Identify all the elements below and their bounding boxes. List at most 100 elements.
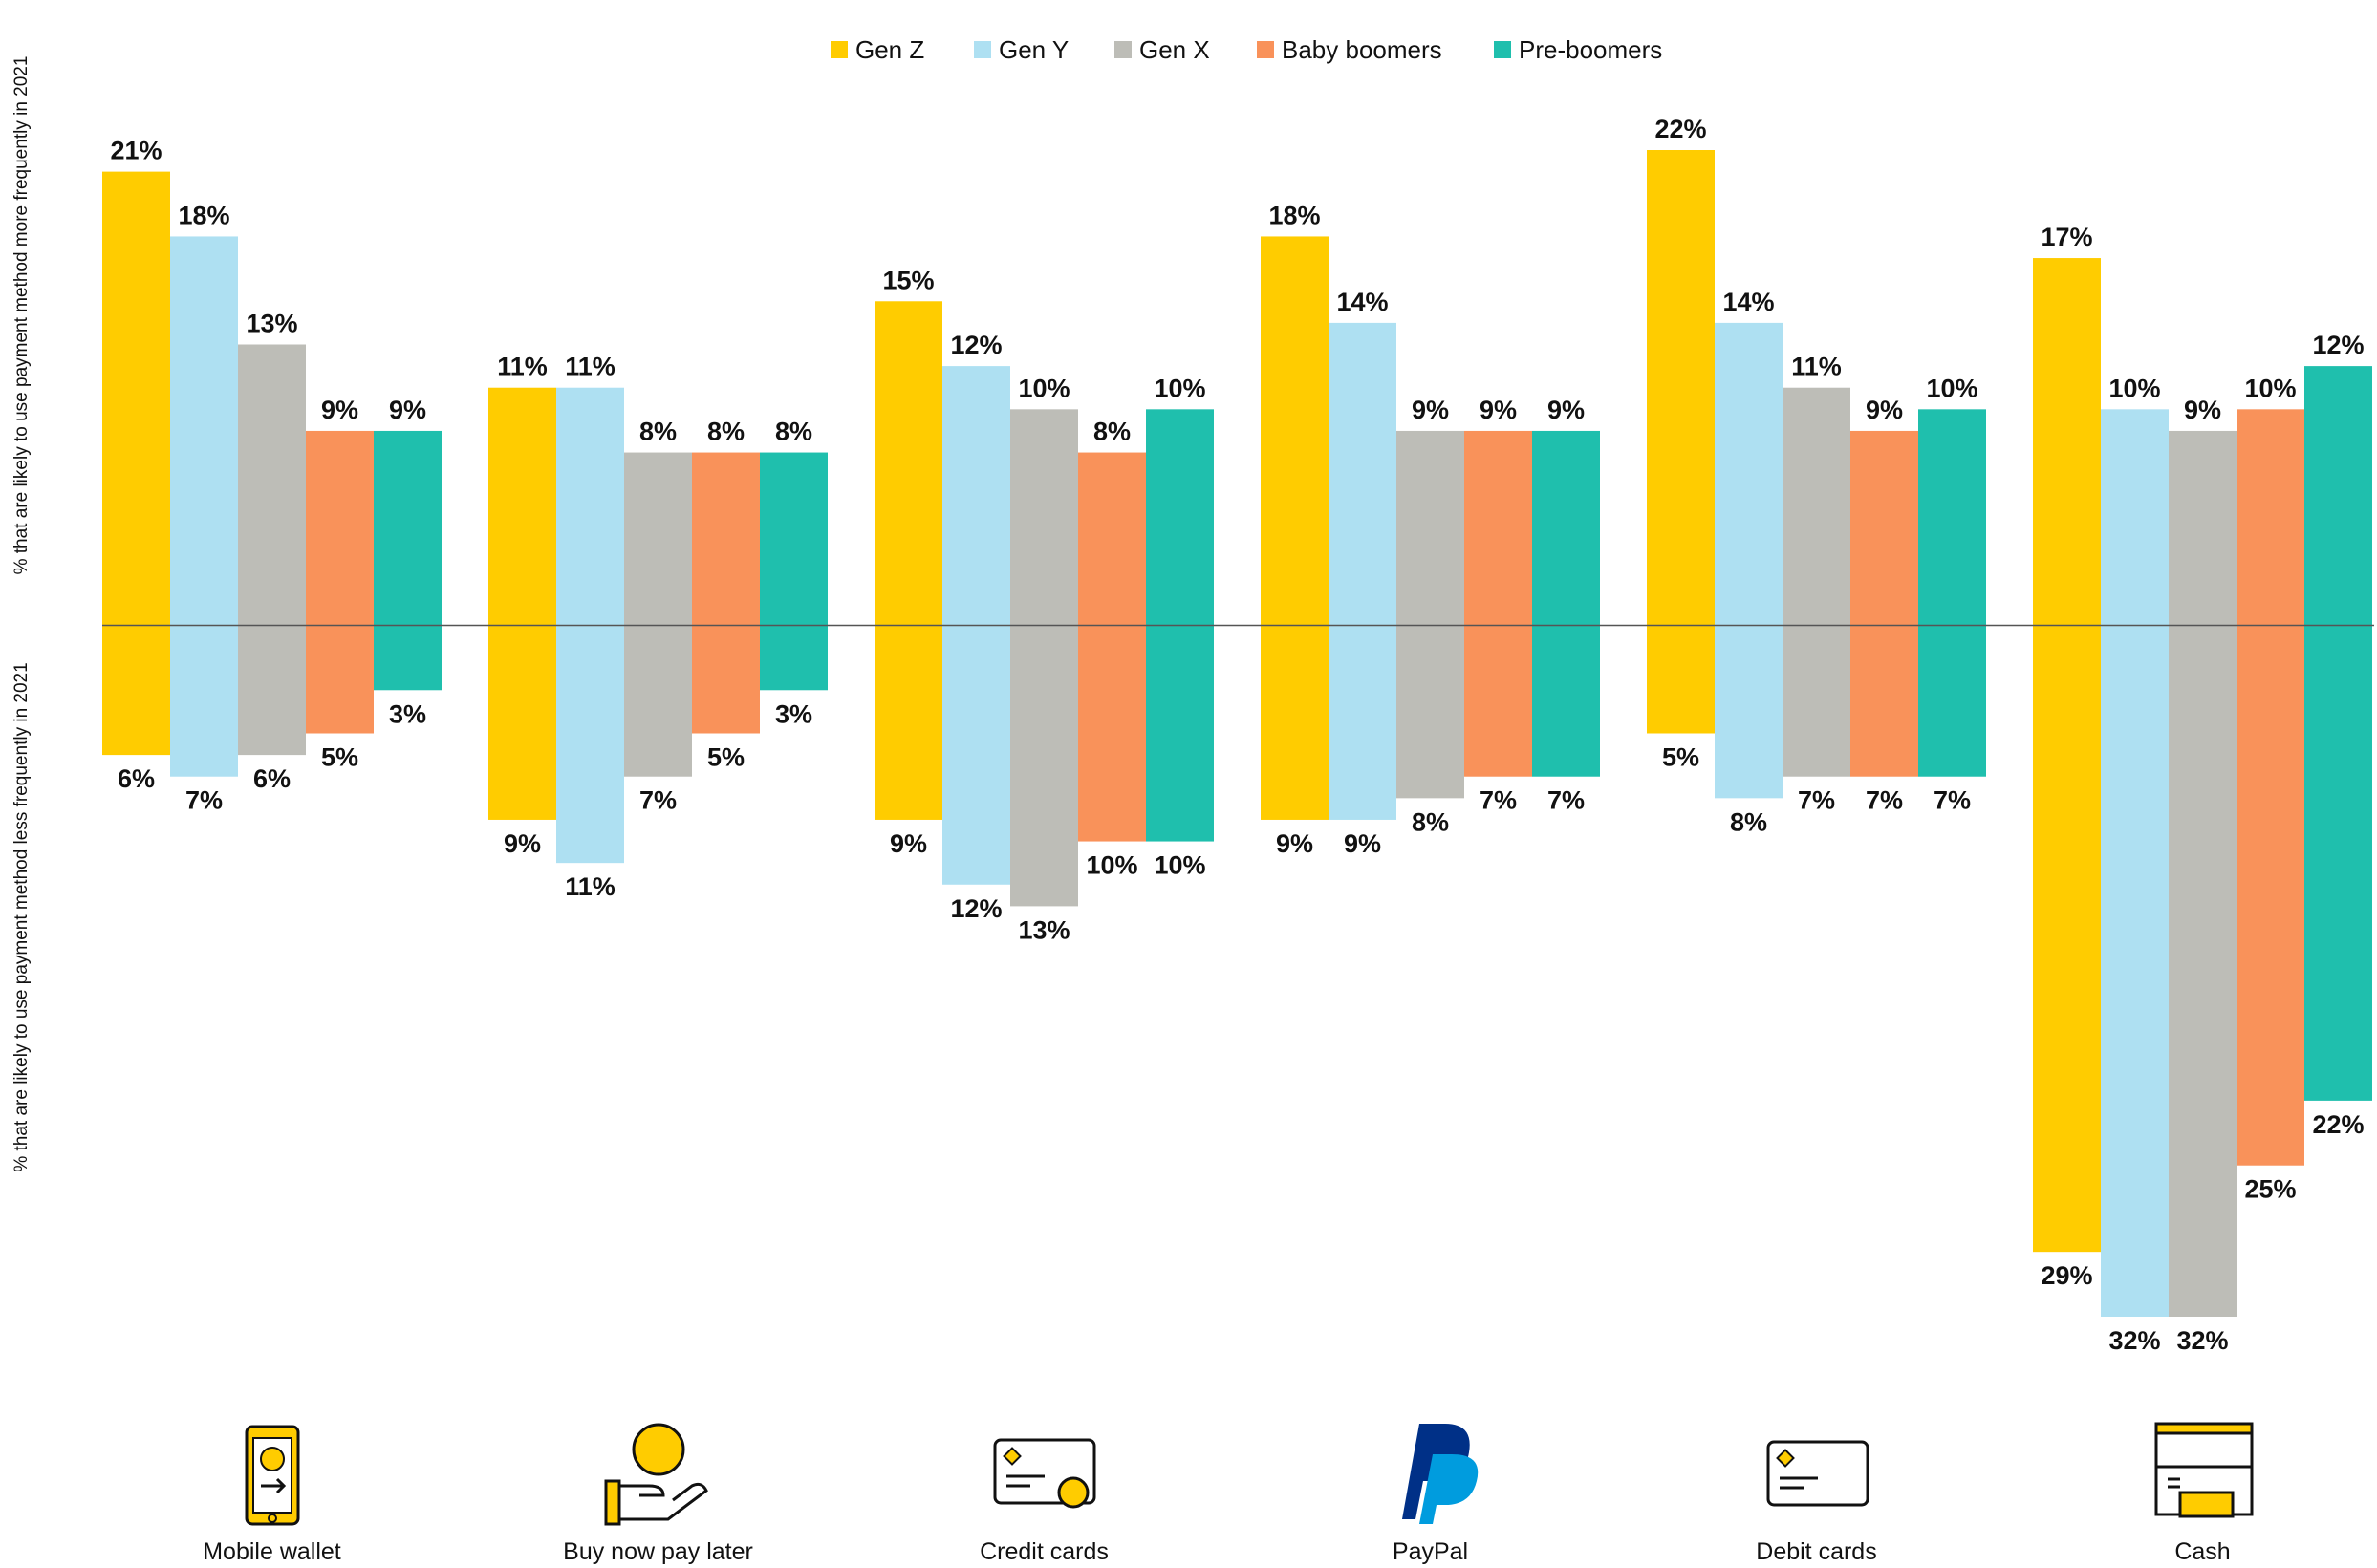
value-label: 15% [882,266,934,294]
legend-swatch [1257,41,1274,58]
bar-less [1918,625,1986,777]
bar-more [306,430,374,626]
bar-less [170,625,238,777]
value-label: 18% [1268,201,1320,229]
bar-more [2101,409,2169,626]
value-label: 7% [639,786,677,815]
value-label: 17% [2041,223,2092,251]
value-label: 13% [246,310,297,338]
legend-swatch [974,41,991,58]
value-label: 10% [1926,374,1977,402]
category-label: PayPal [1393,1538,1468,1565]
value-label: 3% [389,699,426,728]
value-label: 22% [1654,115,1706,143]
value-label: 12% [950,331,1002,359]
y-label-less: % that are likely to use payment method … [11,662,32,1171]
bar-more [1918,409,1986,626]
bar-less [1146,625,1214,842]
value-label: 9% [504,829,541,858]
legend-swatch [1494,41,1511,58]
bar-less [1715,625,1783,799]
bar-more [1850,430,1918,626]
icon-cash [2154,1422,2254,1518]
bar-more [1010,409,1078,626]
bar-less [692,625,760,734]
value-label: 10% [1154,851,1205,880]
value-label: 9% [1412,396,1449,424]
value-label: 8% [1093,418,1131,446]
value-label: 8% [707,418,745,446]
icon-mobile-wallet [245,1425,300,1526]
bar-more [875,301,942,626]
value-label: 18% [178,201,229,229]
value-label: 9% [890,829,927,858]
legend-label: Gen X [1139,35,1210,64]
legend-label: Gen Z [855,35,924,64]
value-label: 6% [253,764,291,793]
bar-more [238,344,306,626]
value-label: 32% [2108,1326,2160,1355]
bar-less [238,625,306,756]
bar-more [2033,258,2101,626]
icons [245,1422,2254,1526]
value-label: 11% [1791,353,1842,381]
category-label: Mobile wallet [203,1538,341,1565]
value-label: 9% [1547,396,1585,424]
bar-more [2169,430,2237,626]
value-label: 7% [185,786,223,815]
value-label: 9% [1866,396,1903,424]
bar-less [1464,625,1532,777]
bar-more [1647,150,1715,626]
bar-less [1329,625,1396,820]
value-label: 9% [389,396,426,424]
value-label: 7% [1866,786,1903,815]
value-label: 9% [321,396,358,424]
bar-more [556,387,624,626]
bar-less [102,625,170,756]
legend-label: Gen Y [999,35,1069,64]
bar-more [1464,430,1532,626]
bar-more [1715,322,1783,626]
value-label: 13% [1018,915,1070,944]
bar-less [760,625,828,691]
legend-swatch [831,41,848,58]
bar-more [942,366,1010,626]
bar-more [488,387,556,626]
bar-more [374,430,442,626]
icon-paypal [1402,1424,1479,1524]
bar-more [1396,430,1464,626]
value-label: 25% [2244,1175,2296,1204]
icon-debit-card [1766,1440,1869,1507]
value-label: 10% [1154,374,1205,402]
value-label: 9% [1480,396,1517,424]
bar-more [1783,387,1850,626]
bar-less [2101,625,2169,1317]
bar-more [1532,430,1600,626]
bar-more [2304,366,2372,626]
bar-less [2033,625,2101,1253]
value-label: 8% [1730,807,1767,836]
bar-less [1078,625,1146,842]
bar-less [556,625,624,864]
category-label: Buy now pay later [563,1538,753,1565]
category-label: Debit cards [1756,1538,1876,1565]
bar-less [374,625,442,691]
bar-less [1783,625,1850,777]
bar-less [1396,625,1464,799]
value-label: 14% [1722,288,1774,316]
bar-more [760,452,828,626]
icon-credit-card [993,1438,1096,1509]
value-label: 10% [2108,374,2160,402]
value-label: 5% [321,743,358,772]
value-label: 7% [1480,786,1517,815]
bar-less [306,625,374,734]
value-label: 22% [2312,1110,2364,1139]
category-label: Credit cards [980,1538,1109,1565]
value-label: 9% [1276,829,1313,858]
bar-less [624,625,692,777]
value-label: 21% [110,137,162,165]
value-label: 8% [775,418,812,446]
bar-less [1532,625,1600,777]
